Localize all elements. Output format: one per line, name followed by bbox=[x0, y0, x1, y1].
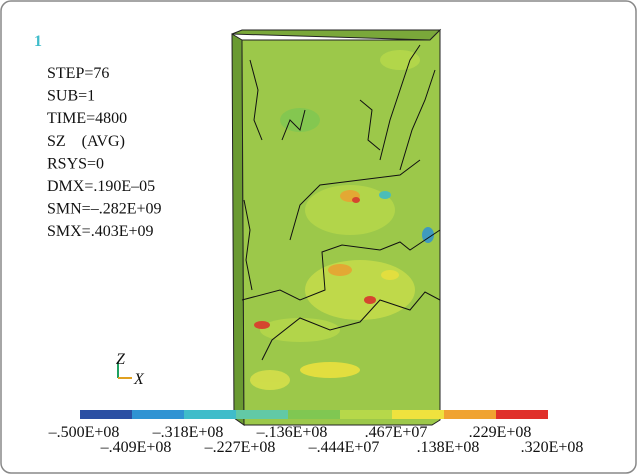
legend-label: .229E+08 bbox=[469, 424, 532, 441]
legend-swatch bbox=[80, 410, 132, 419]
window-number: 1 bbox=[34, 33, 42, 50]
legend-label: –.409E+08 bbox=[100, 439, 172, 456]
legend-swatch bbox=[496, 410, 548, 419]
legend-swatch bbox=[236, 410, 288, 419]
legend-label: –.444E+07 bbox=[308, 439, 380, 456]
legend: –.500E+08 –.318E+08 –.136E+08 .467E+07 .229E… bbox=[48, 410, 584, 456]
contour-patches bbox=[250, 50, 434, 390]
info-panel: STEP=76 SUB=1 TIME=4800 SZ (AVG) RSYS=0 DMX=.… bbox=[47, 65, 162, 240]
info-line: SMX=.403E+09 bbox=[47, 223, 154, 240]
legend-swatch bbox=[444, 410, 496, 419]
legend-label: .467E+07 bbox=[365, 424, 428, 441]
triad-z-label: Z bbox=[116, 351, 126, 368]
info-line: RSYS=0 bbox=[47, 155, 104, 172]
legend-label: .320E+08 bbox=[521, 439, 584, 456]
model-block bbox=[231, 28, 442, 426]
legend-swatch bbox=[132, 410, 184, 419]
legend-label: –.227E+08 bbox=[204, 439, 276, 456]
legend-swatch bbox=[288, 410, 340, 419]
legend-label: .138E+08 bbox=[417, 439, 480, 456]
info-line: SZ (AVG) bbox=[47, 133, 125, 150]
info-line: TIME=4800 bbox=[47, 110, 127, 127]
triad: Z X bbox=[116, 351, 145, 388]
legend-label: –.136E+08 bbox=[256, 424, 328, 441]
info-line: DMX=.190E–05 bbox=[47, 178, 155, 195]
triad-x-label: X bbox=[133, 371, 145, 388]
info-line: SMN=–.282E+09 bbox=[47, 201, 162, 218]
cracks bbox=[241, 44, 441, 361]
legend-swatch bbox=[184, 410, 236, 419]
legend-swatch bbox=[392, 410, 444, 419]
legend-label: –.500E+08 bbox=[48, 424, 120, 441]
info-line: STEP=76 bbox=[47, 65, 109, 82]
legend-swatch bbox=[340, 410, 392, 419]
legend-label: –.318E+08 bbox=[152, 424, 224, 441]
info-line: SUB=1 bbox=[47, 88, 95, 105]
